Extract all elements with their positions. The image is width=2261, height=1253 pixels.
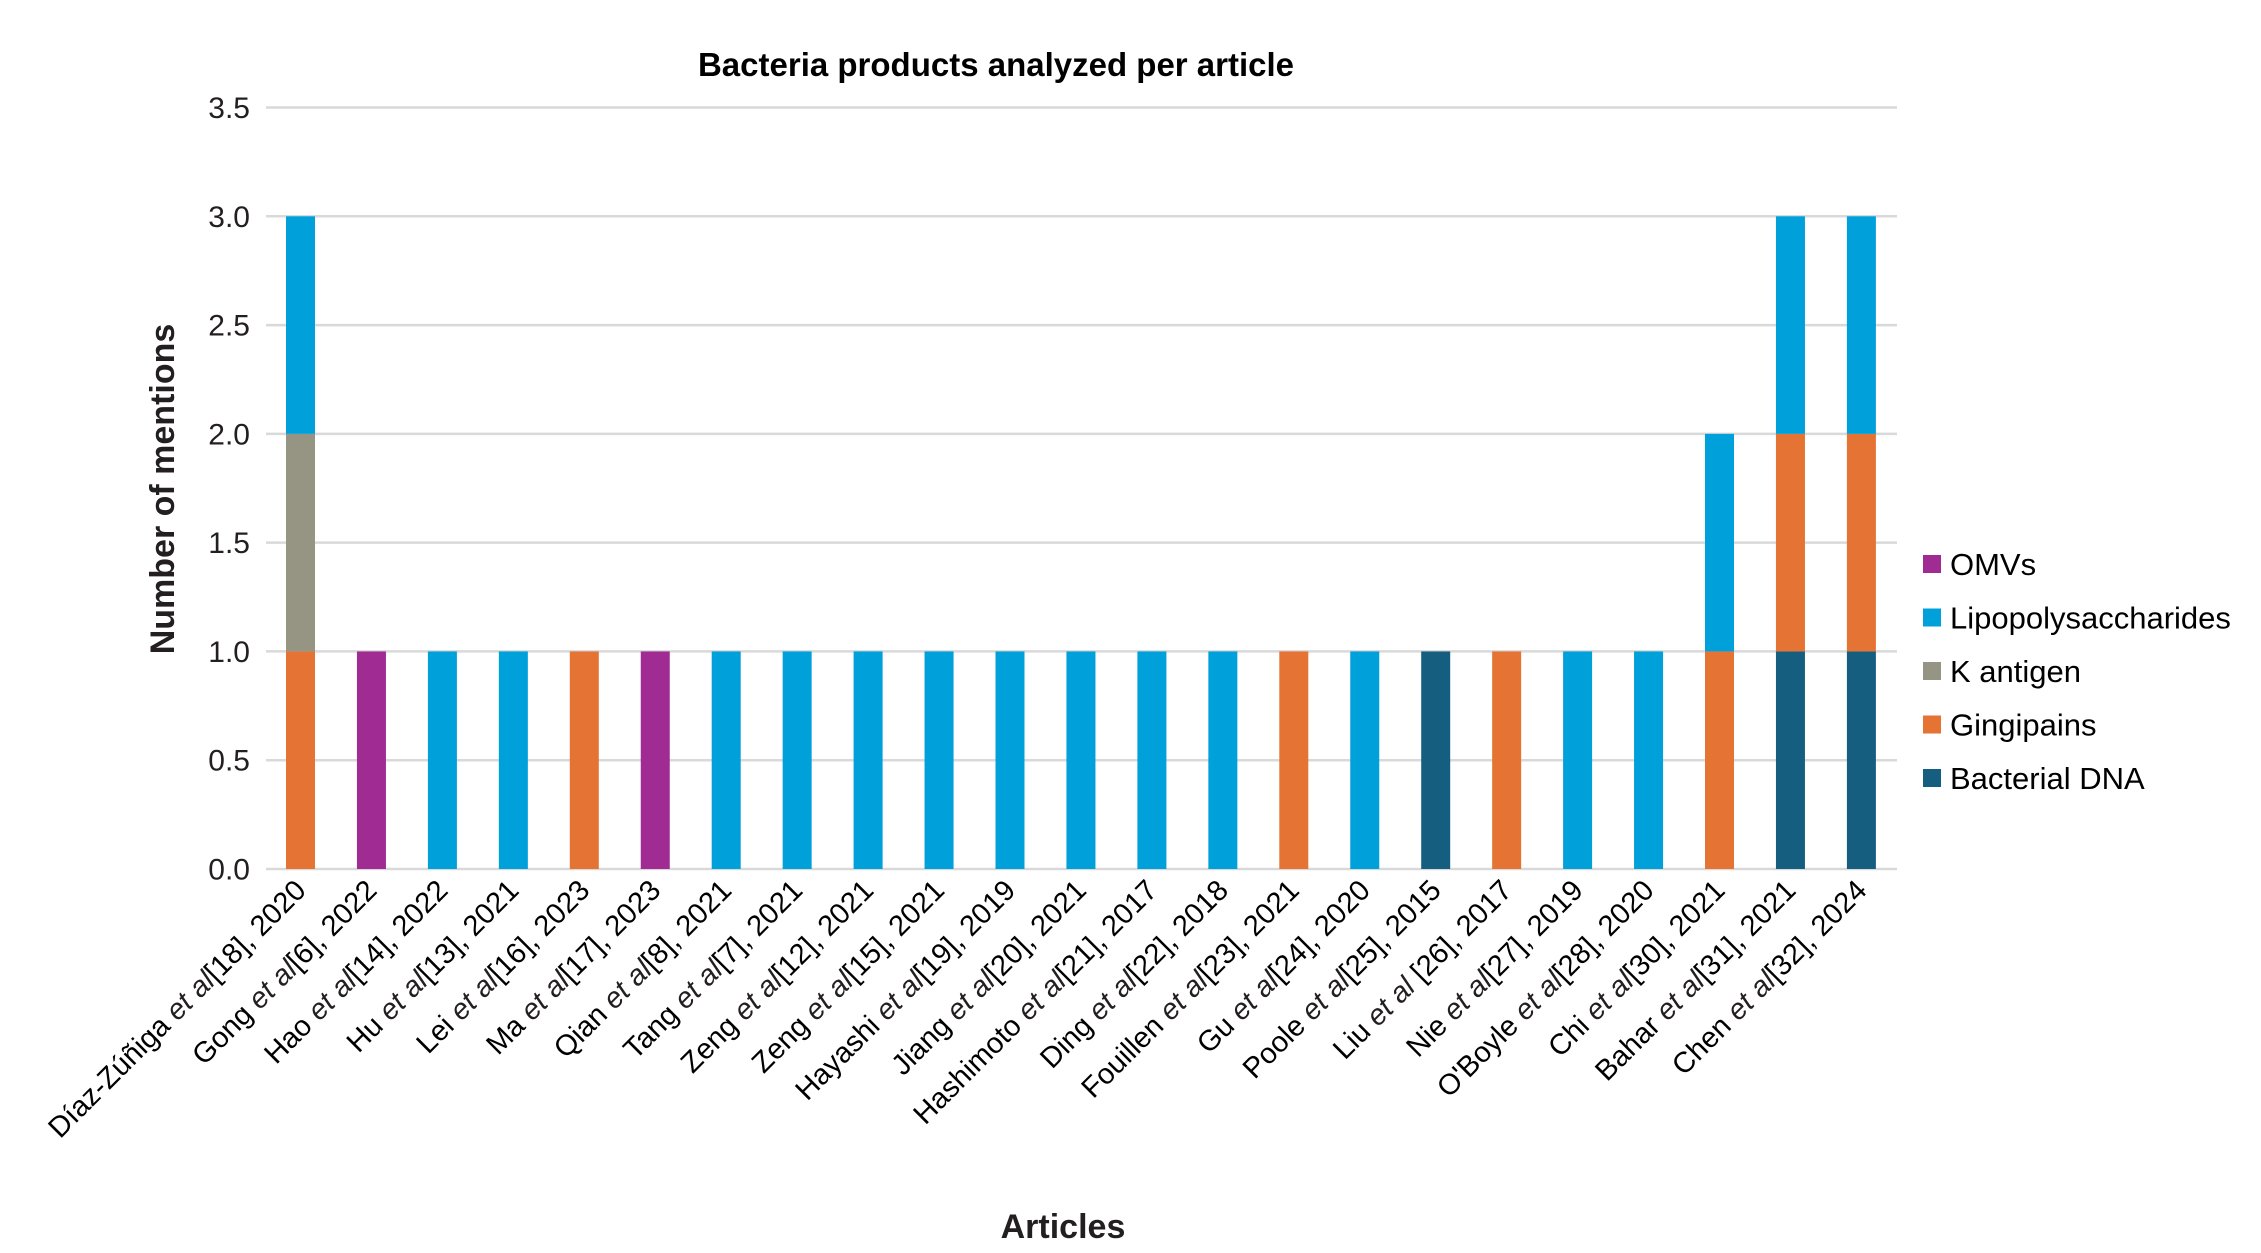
bar-segment-lipopolysaccharides bbox=[1846, 216, 1876, 434]
y-tick-label: 3.0 bbox=[208, 201, 250, 234]
y-axis-title: Number of mentions bbox=[144, 324, 182, 655]
x-axis-title: Articles bbox=[1001, 1208, 1126, 1246]
legend: OMVs Lipopolysaccharides K antigen Gingipai… bbox=[1923, 547, 2231, 796]
y-tick-label: 0.5 bbox=[208, 745, 250, 778]
bar-segment-lipopolysaccharides bbox=[1634, 651, 1664, 869]
legend-item: Bacterial DNA bbox=[1923, 761, 2145, 796]
bar-segment-lipopolysaccharides bbox=[711, 651, 741, 869]
y-tick-label: 3.5 bbox=[208, 92, 250, 125]
bar-segment-lipopolysaccharides bbox=[1775, 216, 1805, 434]
bar-segment-lipopolysaccharides bbox=[1350, 651, 1380, 869]
legend-label: Bacterial DNA bbox=[1950, 761, 2145, 796]
y-tick-label: 0.0 bbox=[208, 854, 250, 887]
bar-segment-lipopolysaccharides bbox=[853, 651, 883, 869]
bars bbox=[286, 216, 1876, 869]
y-tick-label: 1.5 bbox=[208, 527, 250, 560]
legend-swatch bbox=[1923, 662, 1941, 680]
bar-segment-lipopolysaccharides bbox=[782, 651, 812, 869]
y-tick-label: 2.0 bbox=[208, 418, 250, 451]
y-tick-label: 1.0 bbox=[208, 636, 250, 669]
legend-item: Lipopolysaccharides bbox=[1923, 601, 2231, 636]
bar-segment-gingipains bbox=[286, 651, 315, 869]
legend-swatch bbox=[1923, 769, 1941, 787]
bar-segment-lipopolysaccharides bbox=[1705, 433, 1734, 652]
legend-item: OMVs bbox=[1923, 547, 2036, 582]
legend-item: Gingipains bbox=[1923, 708, 2096, 743]
bar-segment-bacterial-dna bbox=[1421, 651, 1451, 869]
bar-segment-gingipains bbox=[569, 651, 599, 869]
bar-segment-bacterial-dna bbox=[1775, 651, 1805, 869]
legend-label: OMVs bbox=[1950, 547, 2036, 582]
bar-segment-lipopolysaccharides bbox=[286, 216, 315, 434]
bar-segment-gingipains bbox=[1846, 433, 1876, 652]
bar-segment-lipopolysaccharides bbox=[1563, 651, 1593, 869]
legend-label: Lipopolysaccharides bbox=[1950, 601, 2231, 636]
bar-segment-gingipains bbox=[1775, 433, 1805, 652]
bar-segment-gingipains bbox=[1279, 651, 1309, 869]
bar-segment-lipopolysaccharides bbox=[924, 651, 954, 869]
bar-segment-gingipains bbox=[1492, 651, 1522, 869]
bar-segment-lipopolysaccharides bbox=[1208, 651, 1238, 869]
legend-label: Gingipains bbox=[1950, 708, 2096, 743]
bar-segment-lipopolysaccharides bbox=[427, 651, 457, 869]
bar-segment-lipopolysaccharides bbox=[995, 651, 1025, 869]
legend-swatch bbox=[1923, 715, 1941, 734]
bar-segment-lipopolysaccharides bbox=[498, 651, 528, 869]
legend-label: K antigen bbox=[1950, 654, 2081, 689]
bar-segment-lipopolysaccharides bbox=[1066, 651, 1096, 869]
bar-segment-omvs bbox=[356, 651, 386, 869]
legend-swatch bbox=[1923, 555, 1941, 573]
legend-swatch bbox=[1923, 608, 1941, 627]
y-tick-label: 2.5 bbox=[208, 310, 250, 343]
legend-item: K antigen bbox=[1923, 654, 2081, 689]
bar-segment-lipopolysaccharides bbox=[1137, 651, 1167, 869]
y-axis-tick-labels: 0.0 0.5 1.0 1.5 2.0 2.5 3.0 3.5 bbox=[208, 92, 250, 887]
chart-title: Bacteria products analyzed per article bbox=[698, 46, 1294, 83]
bar-segment-gingipains bbox=[1705, 651, 1734, 869]
bar-segment-bacterial-dna bbox=[1846, 651, 1876, 869]
bar-segment-k-antigen bbox=[286, 433, 315, 652]
bar-segment-omvs bbox=[640, 651, 670, 869]
